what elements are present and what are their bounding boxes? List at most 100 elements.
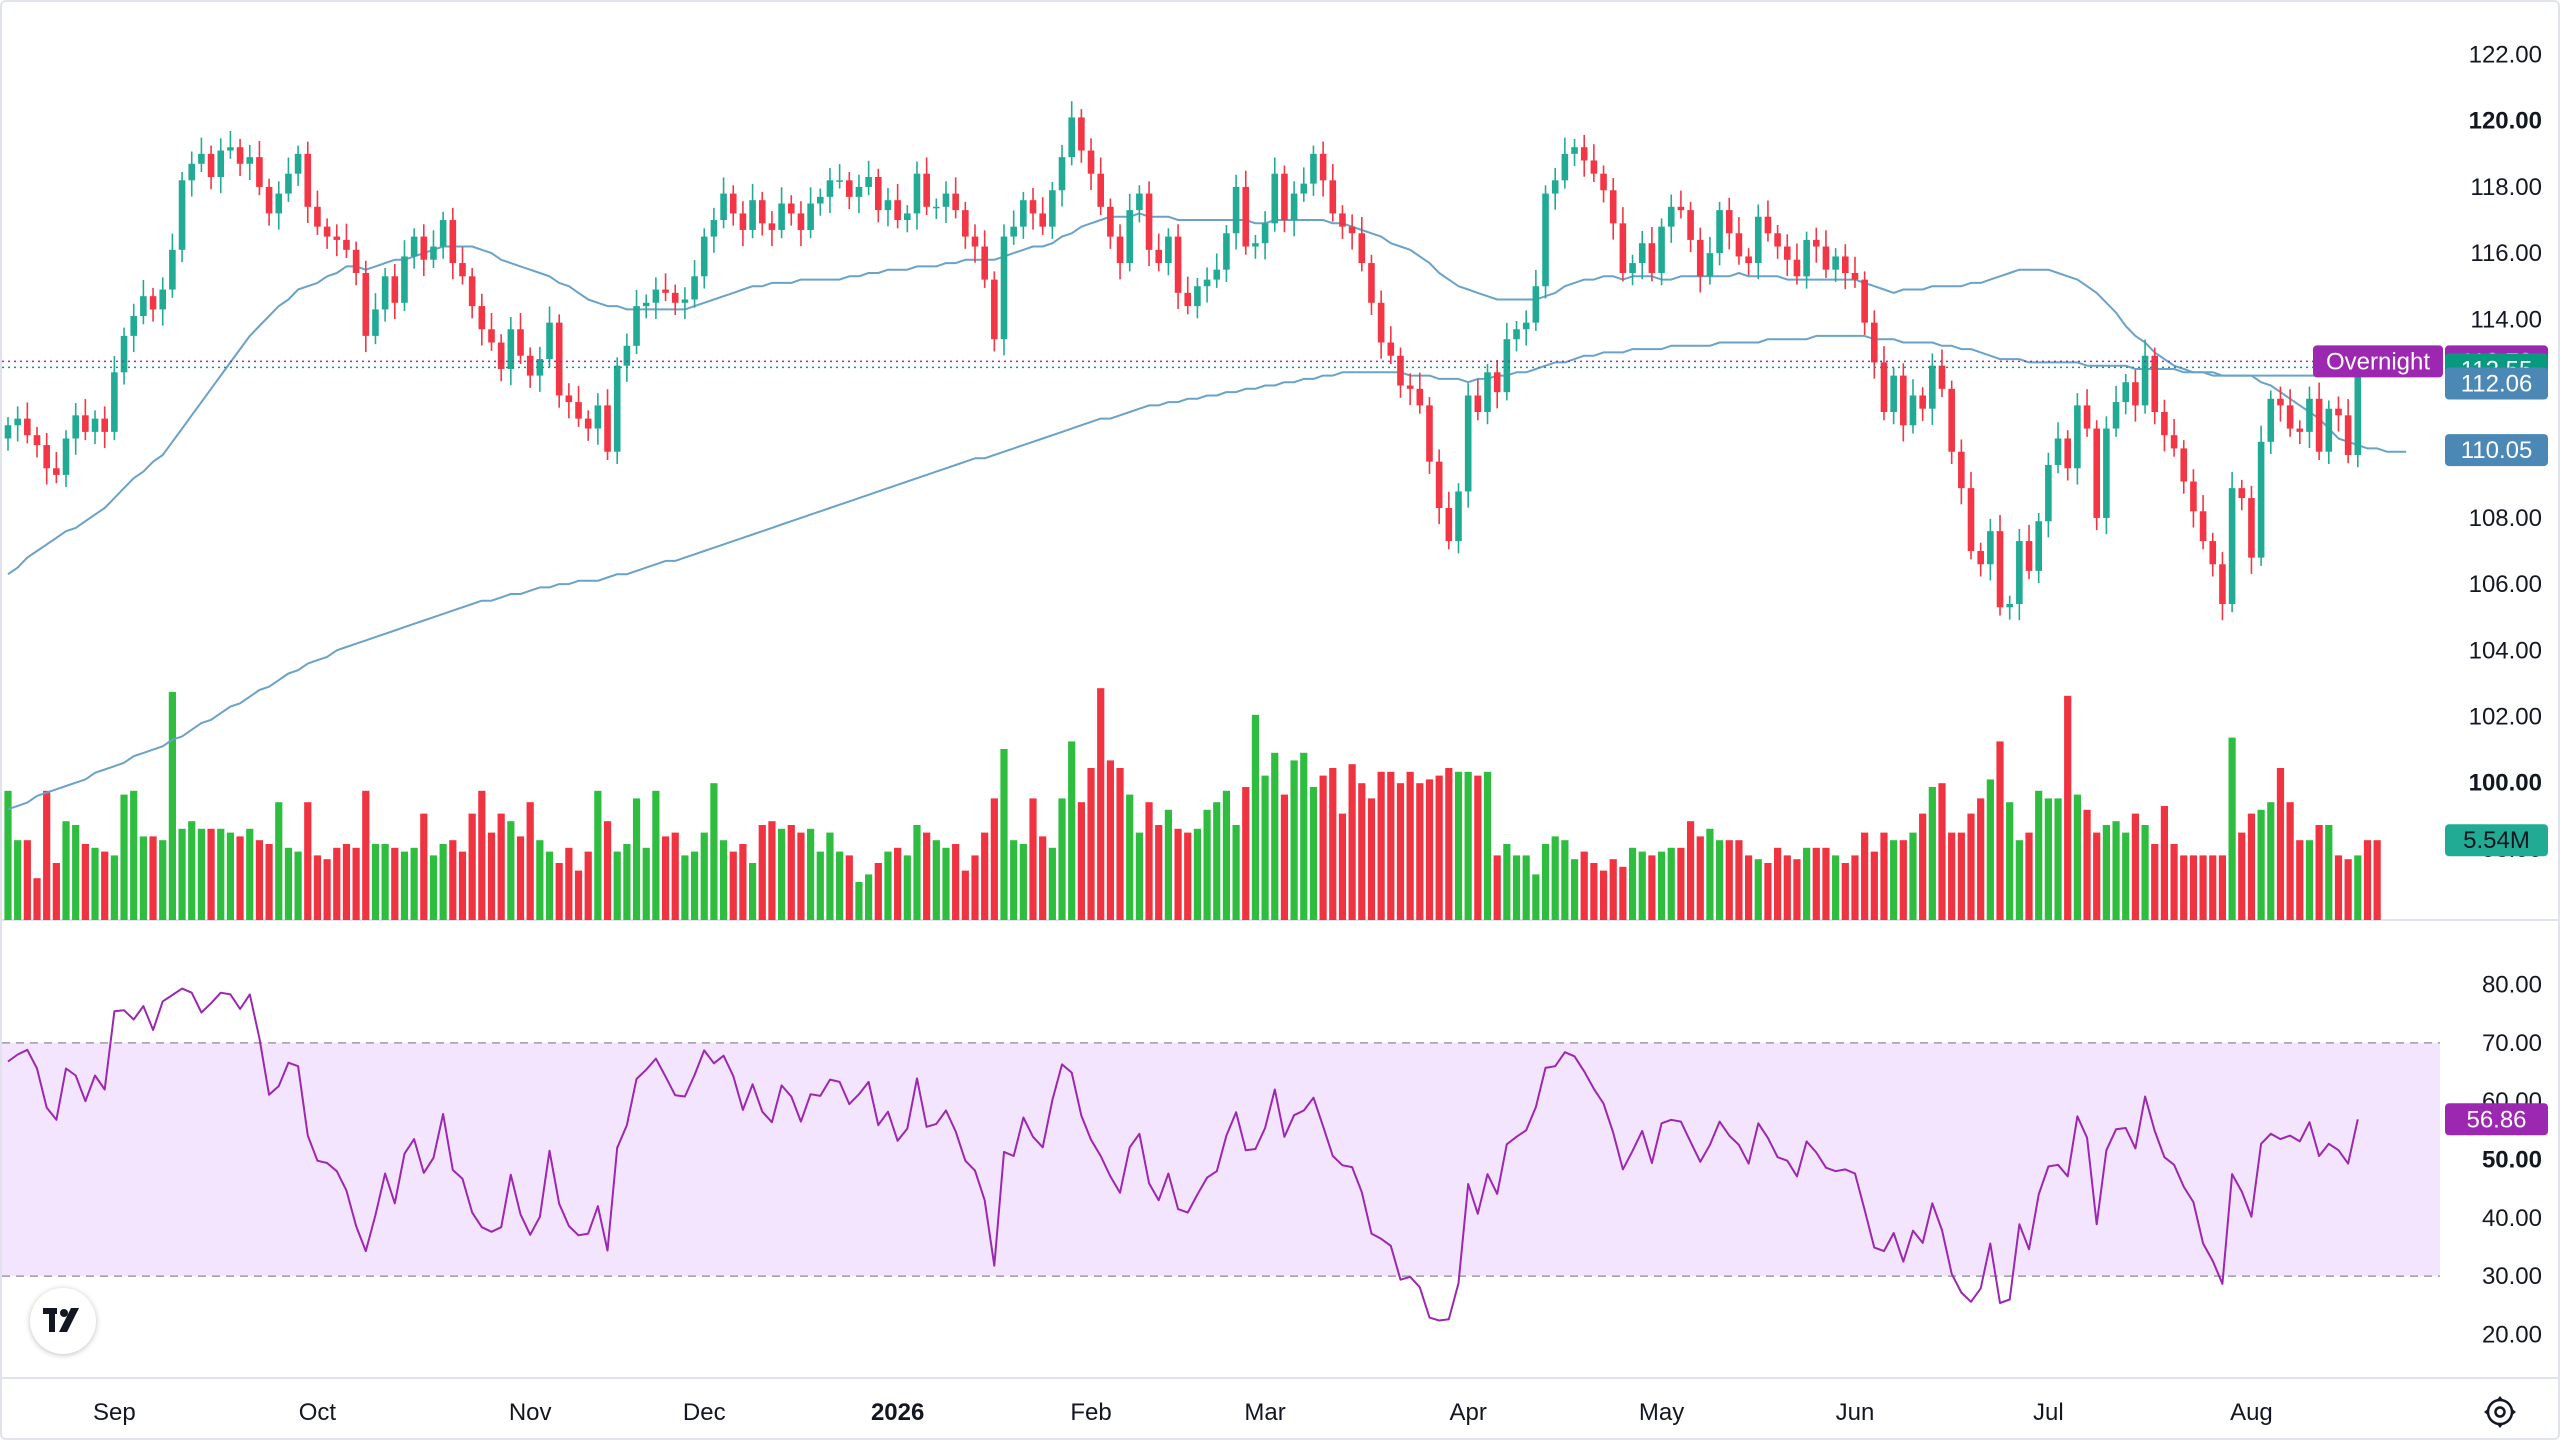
volume-bar — [1899, 840, 1907, 920]
gear-icon[interactable] — [2482, 1394, 2518, 1430]
price-tags-layer: Overnight112.73112.55112.06110.055.54M56… — [2313, 345, 2548, 1136]
price-tick-label: 100.00 — [2469, 770, 2542, 797]
volume-bar — [323, 859, 331, 920]
candle — [333, 224, 341, 257]
volume-bar — [1280, 794, 1289, 920]
candle — [2335, 396, 2342, 432]
volume-bar — [681, 855, 689, 920]
volume-bar — [748, 863, 757, 920]
volume-bar — [642, 847, 650, 920]
candle — [507, 317, 515, 386]
volume-bar — [1657, 851, 1666, 920]
candle — [1900, 363, 1907, 442]
candle — [1851, 256, 1859, 288]
candle — [1542, 185, 1549, 299]
candle — [1880, 346, 1888, 421]
volume-bar — [884, 851, 892, 920]
candle — [1696, 227, 1704, 293]
volume-bar — [952, 844, 960, 920]
candle — [1571, 138, 1578, 167]
candle — [1812, 227, 1820, 263]
candle — [323, 218, 331, 249]
time-tick-label: 2026 — [871, 1399, 924, 1426]
candle — [1716, 201, 1723, 266]
volume-bar — [1812, 847, 1820, 920]
candle — [923, 157, 930, 216]
volume-bar — [2354, 855, 2362, 920]
volume-bar — [120, 794, 128, 920]
volume-bar — [468, 813, 476, 920]
candle — [1116, 224, 1124, 280]
volume-bar — [1445, 768, 1453, 920]
candle — [24, 402, 31, 444]
candle — [2045, 452, 2052, 538]
candle — [2006, 595, 2013, 620]
candle — [410, 228, 418, 269]
candle — [768, 211, 776, 247]
volume-bar — [990, 798, 998, 920]
volume-bar — [729, 851, 737, 920]
volume-bar — [1609, 859, 1617, 920]
volume-bar — [1126, 794, 1134, 920]
volume-bar — [778, 828, 786, 920]
price-tick-label: 104.00 — [2469, 637, 2542, 664]
volume-bar — [1715, 840, 1724, 920]
candle — [1397, 347, 1404, 398]
volume-bar — [1242, 787, 1250, 920]
volume-bar — [526, 802, 534, 920]
volume-bar — [1541, 844, 1550, 920]
time-tick-label: Nov — [509, 1399, 552, 1426]
volume-bar — [1464, 771, 1472, 920]
volume-bar — [2083, 809, 2091, 920]
candle — [1387, 326, 1395, 365]
candle — [749, 183, 756, 239]
volume-bar — [2122, 832, 2130, 920]
time-tick-label: Jul — [2033, 1399, 2064, 1426]
volume-bar — [110, 855, 118, 920]
volume-bar — [1774, 847, 1782, 920]
candle — [1049, 181, 1056, 239]
candle — [1165, 228, 1172, 276]
candle — [207, 145, 215, 190]
volume-bar — [855, 882, 863, 920]
candle — [584, 410, 592, 441]
volume-bar — [149, 836, 157, 920]
candle — [729, 185, 737, 226]
rsi-tag-value: 56.86 — [2466, 1106, 2526, 1133]
volume-bar — [1851, 855, 1859, 920]
candle — [2296, 420, 2304, 445]
candle — [875, 168, 882, 223]
candle — [807, 187, 814, 239]
candle — [962, 201, 969, 249]
candle — [1271, 157, 1279, 232]
volume-bar — [565, 847, 573, 920]
volume-bar — [1358, 783, 1366, 920]
candle — [1687, 201, 1694, 253]
candle — [623, 333, 631, 382]
volume-bar — [1087, 768, 1095, 920]
volume-bar — [1996, 741, 2004, 920]
volume-bar — [1822, 847, 1830, 920]
volume-bar — [536, 840, 544, 920]
volume-bar — [2160, 806, 2169, 920]
candle — [1493, 360, 1501, 409]
candle — [43, 432, 50, 485]
candle — [488, 313, 495, 351]
candle — [1348, 214, 1356, 250]
volume-bar — [101, 851, 109, 920]
candle — [1029, 187, 1037, 230]
rsi-line — [7, 987, 2359, 1322]
candle — [604, 389, 611, 460]
candle — [1223, 225, 1230, 282]
time-axis[interactable]: Sep Oct Nov Dec 2026 Feb Mar Apr May Jun Jul Aug — [2, 1377, 2558, 1426]
volume-bar — [1338, 813, 1347, 920]
volume-bar — [1319, 775, 1327, 920]
tradingview-logo-icon[interactable] — [30, 1288, 96, 1354]
candle — [1039, 197, 1046, 235]
candle — [459, 246, 466, 285]
volume-bar — [1561, 840, 1569, 920]
volume-bar — [168, 692, 176, 920]
